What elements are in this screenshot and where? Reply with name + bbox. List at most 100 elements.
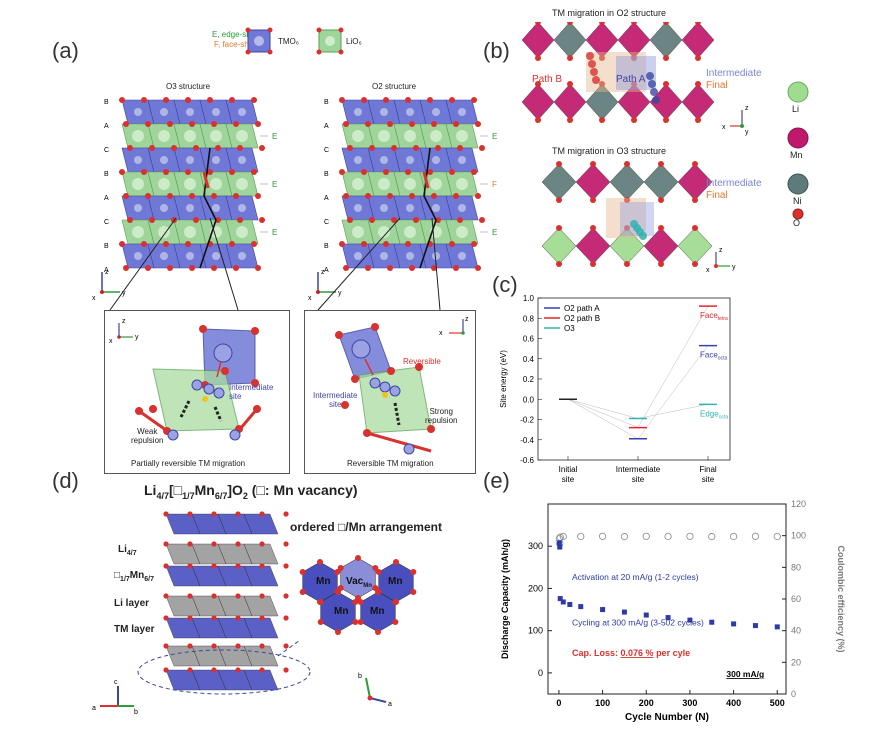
tm-ion: [134, 156, 142, 164]
li-ion: [236, 130, 248, 142]
li-ion: [158, 178, 170, 190]
svg-text:x: x: [722, 124, 726, 131]
y-tick-label: -0.4: [520, 436, 534, 445]
tm-ion: [238, 252, 246, 260]
tm-ion: [186, 108, 194, 116]
oxygen-atom: [259, 667, 265, 673]
oxygen-atom: [663, 55, 669, 61]
migration-path-outline: [199, 147, 217, 269]
tm-ion: [432, 156, 440, 164]
oxygen-atom: [383, 97, 389, 103]
ordered-arrangement-title: ordered □/Mn arrangement: [290, 520, 442, 534]
li-ion: [352, 226, 364, 238]
oxygen-atom: [235, 643, 241, 649]
stacking-letter: B: [324, 99, 329, 106]
tm-ion: [354, 108, 362, 116]
tm-ion: [354, 204, 362, 212]
oxygen-atom: [413, 217, 419, 223]
ce-point: [751, 532, 760, 540]
y-tick-label: 0.4: [523, 355, 535, 364]
oxygen-atom: [187, 593, 193, 599]
axes-d-left-icon: c a b: [92, 679, 138, 716]
octahedron: [575, 227, 611, 265]
oxygen-atom: [259, 643, 265, 649]
tm-ion: [238, 108, 246, 116]
oxygen-atom: [692, 261, 698, 267]
cell-mn-3: Mn: [334, 606, 349, 617]
y-tick-label: 0.8: [523, 314, 535, 323]
x-tick-label: Initial: [559, 465, 578, 474]
o3-migration-title: TM migration in O3 structure: [552, 146, 667, 156]
tm-ion: [160, 252, 168, 260]
oxygen-atom: [299, 569, 306, 575]
y-tick-label: 100: [528, 626, 543, 636]
oxygen-atom: [317, 619, 324, 625]
svg-text:y: y: [338, 290, 342, 297]
oxygen-atom: [695, 117, 701, 123]
oxygen-atom: [361, 241, 367, 247]
site-annotation: Facetetra: [700, 311, 728, 322]
path-b-ion: [588, 60, 596, 68]
oxygen-atom: [383, 169, 389, 175]
oxygen-atom: [590, 197, 596, 203]
oxygen-atom: [235, 615, 241, 621]
oxygen-atom: [431, 265, 437, 271]
svg-text:z: z: [465, 316, 469, 323]
li-ion: [132, 178, 144, 190]
oxygen-atom: [435, 145, 441, 151]
oxygen-atom: [624, 197, 630, 203]
capacity-point: [600, 607, 606, 613]
stacking-letter: B: [104, 171, 109, 178]
oxygen-atom: [123, 265, 129, 271]
oxygen-atom: [259, 593, 265, 599]
x-tick-label: 100: [595, 698, 610, 708]
stacking-letter: A: [324, 267, 329, 274]
oxygen-atom: [259, 615, 265, 621]
li-ion: [378, 130, 390, 142]
tm-ion: [186, 204, 194, 212]
capacity-point: [665, 615, 671, 621]
panel-label-d: (d): [52, 468, 79, 493]
capacity-point: [709, 619, 715, 625]
oxygen-atom: [211, 643, 217, 649]
oxygen-atom: [229, 97, 235, 103]
oxygen-atom: [185, 169, 191, 175]
axes-b-bottom-icon: z x y: [706, 247, 736, 274]
oxygen-atom: [663, 22, 669, 25]
oxygen-atom: [409, 121, 415, 127]
oxygen-atom: [375, 569, 382, 575]
oxygen-atom: [457, 145, 463, 151]
li-ion: [236, 178, 248, 190]
migration-path-outline: [419, 147, 437, 269]
stacking-letter: A: [324, 123, 329, 130]
svg-text:z: z: [745, 105, 749, 112]
oxygen-atom: [479, 145, 485, 151]
octahedron: [553, 83, 587, 121]
ce-point: [642, 532, 650, 540]
oxygen-atom: [405, 169, 411, 175]
oxygen-atom: [535, 22, 541, 25]
axes-o2-icon: z x y: [308, 269, 342, 302]
stacking-letter: B: [104, 99, 109, 106]
li-ion: [132, 130, 144, 142]
oxygen-atom: [352, 619, 359, 625]
oxygen-atom: [365, 121, 371, 127]
o3-migration-inset: z x y Intermediate site Weak repulsion Par…: [104, 310, 290, 474]
x-tick-label: site: [562, 475, 575, 484]
oxygen-atom: [449, 241, 455, 247]
tm-ion: [458, 252, 466, 260]
path-b-ion: [592, 76, 600, 84]
li-ion: [430, 130, 442, 142]
tm-ion: [380, 252, 388, 260]
path-a-ion: [646, 72, 654, 80]
oxygen-atom: [235, 667, 241, 673]
oxygen-atom: [259, 563, 265, 569]
stacking-letter: C: [324, 147, 329, 154]
x-tick-label: 500: [770, 698, 785, 708]
o3-structure-title: O3 structure: [166, 82, 211, 91]
axes-b-top-icon: z x y: [722, 105, 749, 136]
oxygen-atom: [431, 193, 437, 199]
oxygen-atom: [692, 161, 698, 167]
path-a-label: Path A: [616, 74, 646, 85]
oxygen-atom: [337, 565, 344, 571]
